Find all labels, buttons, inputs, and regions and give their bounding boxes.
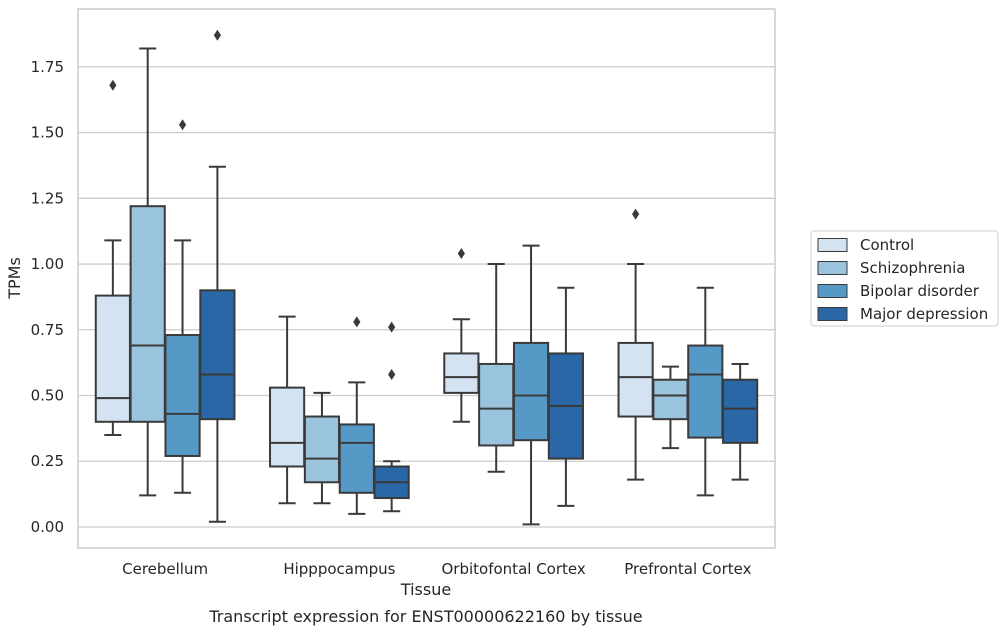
box-iqr	[269, 386, 306, 468]
y-tick-label: 0.25	[31, 452, 64, 470]
legend-frame	[810, 230, 999, 327]
box-0-2	[164, 119, 201, 494]
box-0-3	[199, 29, 236, 523]
box-iqr	[129, 205, 166, 423]
box-iqr	[617, 341, 654, 418]
box-iqr	[512, 341, 550, 442]
legend-swatch-3	[817, 307, 848, 321]
box-0-0	[94, 79, 131, 436]
legend-swatch-1	[817, 261, 848, 275]
box-1-2	[338, 316, 375, 515]
y-tick-label: 0.75	[31, 321, 64, 339]
box-iqr	[303, 415, 341, 484]
box-3-0	[617, 208, 654, 481]
legend-label-0: Control	[860, 236, 914, 254]
box-iqr	[164, 334, 201, 457]
y-tick-label: 1.00	[31, 255, 64, 273]
x-axis-ticks: Cerebellum Hipppocampus Orbitofontal Corte…	[122, 560, 751, 578]
plot-area-frame	[77, 8, 776, 549]
box-2-0	[443, 248, 480, 423]
figure-caption: Transcript expression for ENST0000062216…	[208, 607, 642, 626]
legend-label-2: Bipolar disorder	[860, 282, 980, 300]
legend-swatch-0	[817, 238, 848, 252]
box-0-1	[129, 47, 166, 497]
box-2-1	[478, 263, 515, 473]
box-1-0	[269, 315, 306, 505]
y-tick-label: 1.75	[31, 58, 64, 76]
box-2-3	[547, 286, 584, 507]
box-iqr	[652, 378, 689, 421]
y-tick-label: 0.00	[31, 518, 64, 536]
outlier-point	[388, 368, 396, 380]
box-3-3	[722, 362, 759, 481]
box-iqr	[338, 423, 375, 494]
legend-label-1: Schizophrenia	[860, 259, 965, 277]
y-tick-label: 1.25	[31, 189, 64, 207]
outlier-point	[632, 208, 640, 220]
x-tick-label: Cerebellum	[122, 560, 208, 578]
x-axis-label: Tissue	[400, 580, 451, 599]
legend-label-3: Major depression	[860, 305, 988, 323]
box-3-1	[652, 365, 689, 450]
x-tick-label: Orbitofontal Cortex	[442, 560, 586, 578]
x-tick-label: Hipppocampus	[283, 560, 395, 578]
y-tick-label: 0.50	[31, 387, 64, 405]
outlier-point	[178, 119, 187, 131]
x-tick-label: Prefrontal Cortex	[624, 560, 751, 578]
outlier-point	[457, 248, 465, 260]
box-iqr	[199, 289, 236, 421]
boxes-layer	[94, 29, 759, 526]
outlier-point	[109, 79, 117, 91]
outlier-point	[388, 321, 396, 333]
outlier-point	[353, 316, 361, 328]
box-iqr	[94, 294, 131, 423]
box-iqr	[687, 344, 724, 439]
box-iqr	[478, 362, 515, 447]
outlier-point	[213, 29, 221, 41]
y-axis-ticks: 0.00 0.25 0.50 0.75 1.00 1.25 1.50 1.75	[31, 58, 64, 536]
legend-swatch-2	[817, 284, 848, 298]
box-1-1	[303, 391, 341, 505]
box-3-2	[687, 286, 724, 497]
box-2-2	[512, 244, 550, 526]
box-1-3	[373, 321, 410, 513]
legend: Control Schizophrenia Bipolar disorder Majo…	[810, 230, 999, 327]
box-iqr	[443, 352, 480, 394]
box-iqr	[722, 378, 759, 444]
y-axis-label: TPMs	[5, 257, 24, 300]
y-tick-label: 1.50	[31, 124, 64, 142]
